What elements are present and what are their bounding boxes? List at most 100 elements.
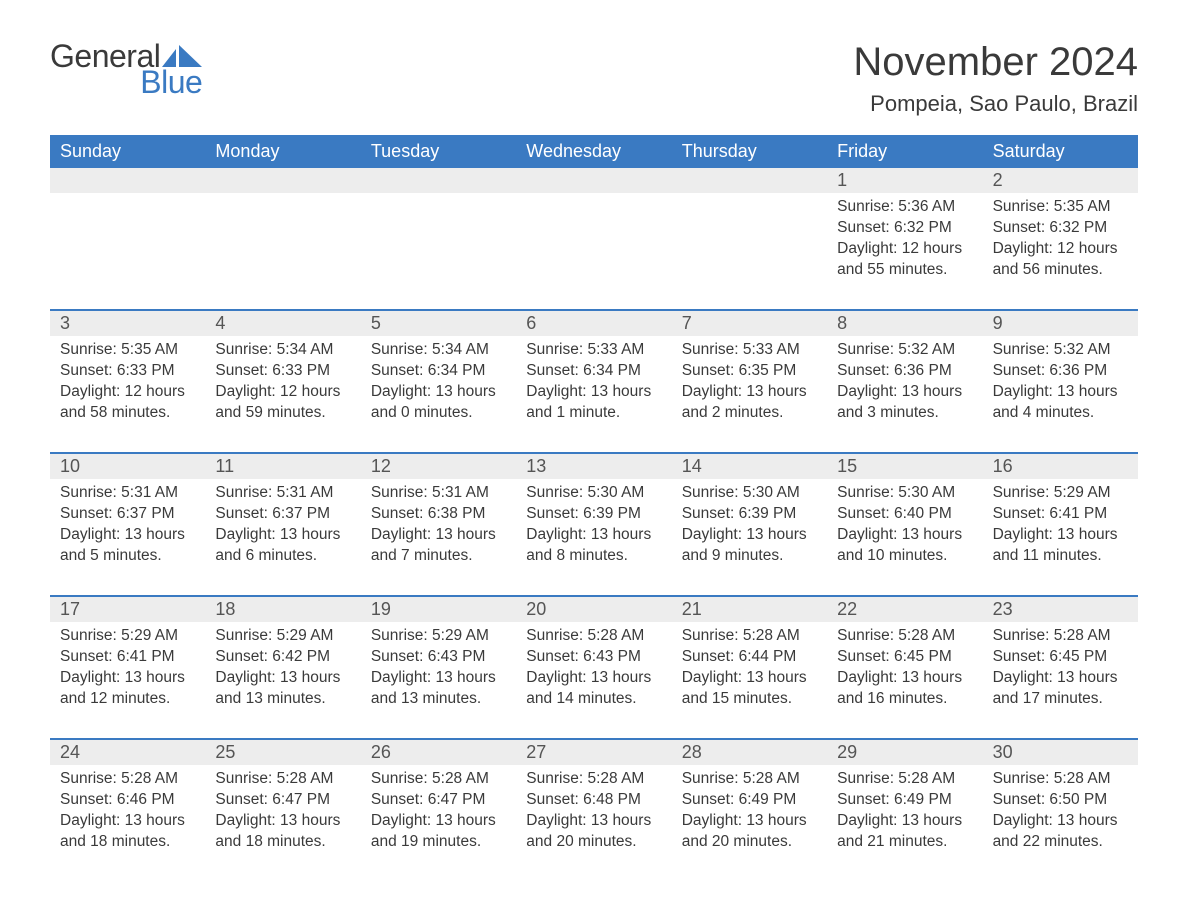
day-body: Sunrise: 5:28 AMSunset: 6:44 PMDaylight:… xyxy=(672,622,827,714)
sunset-line: Sunset: 6:36 PM xyxy=(837,361,972,382)
sunrise-line: Sunrise: 5:31 AM xyxy=(60,483,195,504)
day-body: Sunrise: 5:32 AMSunset: 6:36 PMDaylight:… xyxy=(827,336,982,428)
day-number: 7 xyxy=(672,311,827,336)
title-block: November 2024 Pompeia, Sao Paulo, Brazil xyxy=(853,40,1138,117)
day-number: 12 xyxy=(361,454,516,479)
sunset-line: Sunset: 6:34 PM xyxy=(526,361,661,382)
day-body: Sunrise: 5:30 AMSunset: 6:40 PMDaylight:… xyxy=(827,479,982,571)
day-number: 13 xyxy=(516,454,671,479)
day-number xyxy=(205,168,360,193)
sunset-line: Sunset: 6:45 PM xyxy=(993,647,1128,668)
day-body: Sunrise: 5:29 AMSunset: 6:41 PMDaylight:… xyxy=(50,622,205,714)
sunrise-line: Sunrise: 5:28 AM xyxy=(215,769,350,790)
day-body: Sunrise: 5:28 AMSunset: 6:49 PMDaylight:… xyxy=(827,765,982,857)
sunset-line: Sunset: 6:32 PM xyxy=(993,218,1128,239)
sunrise-line: Sunrise: 5:28 AM xyxy=(60,769,195,790)
sunset-line: Sunset: 6:37 PM xyxy=(215,504,350,525)
day-number: 9 xyxy=(983,311,1138,336)
daylight-line: Daylight: 13 hours and 15 minutes. xyxy=(682,668,817,710)
sunrise-line: Sunrise: 5:35 AM xyxy=(993,197,1128,218)
daylight-line: Daylight: 13 hours and 22 minutes. xyxy=(993,811,1128,853)
logo-word2: Blue xyxy=(128,66,202,98)
sunrise-line: Sunrise: 5:35 AM xyxy=(60,340,195,361)
day-body: Sunrise: 5:34 AMSunset: 6:34 PMDaylight:… xyxy=(361,336,516,428)
sunrise-line: Sunrise: 5:32 AM xyxy=(993,340,1128,361)
day-number: 2 xyxy=(983,168,1138,193)
day-number: 20 xyxy=(516,597,671,622)
daylight-line: Daylight: 13 hours and 18 minutes. xyxy=(215,811,350,853)
sunrise-line: Sunrise: 5:30 AM xyxy=(837,483,972,504)
sunrise-line: Sunrise: 5:28 AM xyxy=(682,769,817,790)
day-number: 18 xyxy=(205,597,360,622)
day-number: 30 xyxy=(983,740,1138,765)
daylight-line: Daylight: 13 hours and 16 minutes. xyxy=(837,668,972,710)
sunset-line: Sunset: 6:32 PM xyxy=(837,218,972,239)
dow-header: Friday xyxy=(827,135,982,168)
dow-header: Thursday xyxy=(672,135,827,168)
daylight-line: Daylight: 12 hours and 59 minutes. xyxy=(215,382,350,424)
sunset-line: Sunset: 6:43 PM xyxy=(526,647,661,668)
daylight-line: Daylight: 13 hours and 18 minutes. xyxy=(60,811,195,853)
sunset-line: Sunset: 6:36 PM xyxy=(993,361,1128,382)
daylight-line: Daylight: 13 hours and 17 minutes. xyxy=(993,668,1128,710)
sunset-line: Sunset: 6:39 PM xyxy=(682,504,817,525)
day-body: Sunrise: 5:30 AMSunset: 6:39 PMDaylight:… xyxy=(672,479,827,571)
day-number: 28 xyxy=(672,740,827,765)
day-number: 8 xyxy=(827,311,982,336)
daylight-line: Daylight: 12 hours and 55 minutes. xyxy=(837,239,972,281)
day-body: Sunrise: 5:28 AMSunset: 6:46 PMDaylight:… xyxy=(50,765,205,857)
sunset-line: Sunset: 6:40 PM xyxy=(837,504,972,525)
daylight-line: Daylight: 13 hours and 4 minutes. xyxy=(993,382,1128,424)
day-number xyxy=(361,168,516,193)
sunset-line: Sunset: 6:43 PM xyxy=(371,647,506,668)
day-number: 6 xyxy=(516,311,671,336)
sunset-line: Sunset: 6:49 PM xyxy=(682,790,817,811)
day-body xyxy=(205,193,360,285)
dow-header: Monday xyxy=(205,135,360,168)
sunset-line: Sunset: 6:45 PM xyxy=(837,647,972,668)
dow-header: Saturday xyxy=(983,135,1138,168)
day-body: Sunrise: 5:28 AMSunset: 6:49 PMDaylight:… xyxy=(672,765,827,857)
sunrise-line: Sunrise: 5:29 AM xyxy=(60,626,195,647)
day-body: Sunrise: 5:33 AMSunset: 6:35 PMDaylight:… xyxy=(672,336,827,428)
day-number: 3 xyxy=(50,311,205,336)
day-body: Sunrise: 5:35 AMSunset: 6:32 PMDaylight:… xyxy=(983,193,1138,285)
sunset-line: Sunset: 6:34 PM xyxy=(371,361,506,382)
day-number: 4 xyxy=(205,311,360,336)
daylight-line: Daylight: 13 hours and 13 minutes. xyxy=(215,668,350,710)
day-number: 17 xyxy=(50,597,205,622)
dow-header: Wednesday xyxy=(516,135,671,168)
day-body: Sunrise: 5:31 AMSunset: 6:38 PMDaylight:… xyxy=(361,479,516,571)
day-body: Sunrise: 5:29 AMSunset: 6:41 PMDaylight:… xyxy=(983,479,1138,571)
sunset-line: Sunset: 6:37 PM xyxy=(60,504,195,525)
daylight-line: Daylight: 13 hours and 20 minutes. xyxy=(526,811,661,853)
day-number: 10 xyxy=(50,454,205,479)
day-body xyxy=(50,193,205,285)
sunrise-line: Sunrise: 5:28 AM xyxy=(837,626,972,647)
day-number: 29 xyxy=(827,740,982,765)
daylight-line: Daylight: 13 hours and 7 minutes. xyxy=(371,525,506,567)
day-number: 15 xyxy=(827,454,982,479)
sunset-line: Sunset: 6:49 PM xyxy=(837,790,972,811)
sunrise-line: Sunrise: 5:33 AM xyxy=(526,340,661,361)
day-body: Sunrise: 5:31 AMSunset: 6:37 PMDaylight:… xyxy=(50,479,205,571)
sunrise-line: Sunrise: 5:28 AM xyxy=(993,626,1128,647)
day-number: 14 xyxy=(672,454,827,479)
sunset-line: Sunset: 6:39 PM xyxy=(526,504,661,525)
day-number: 24 xyxy=(50,740,205,765)
day-body: Sunrise: 5:28 AMSunset: 6:45 PMDaylight:… xyxy=(983,622,1138,714)
day-body: Sunrise: 5:28 AMSunset: 6:43 PMDaylight:… xyxy=(516,622,671,714)
day-body: Sunrise: 5:28 AMSunset: 6:45 PMDaylight:… xyxy=(827,622,982,714)
sunrise-line: Sunrise: 5:34 AM xyxy=(215,340,350,361)
day-number: 25 xyxy=(205,740,360,765)
daylight-line: Daylight: 13 hours and 0 minutes. xyxy=(371,382,506,424)
day-number: 22 xyxy=(827,597,982,622)
sunset-line: Sunset: 6:33 PM xyxy=(215,361,350,382)
day-number: 27 xyxy=(516,740,671,765)
daylight-line: Daylight: 13 hours and 8 minutes. xyxy=(526,525,661,567)
daylight-line: Daylight: 13 hours and 19 minutes. xyxy=(371,811,506,853)
location: Pompeia, Sao Paulo, Brazil xyxy=(853,91,1138,117)
sunset-line: Sunset: 6:38 PM xyxy=(371,504,506,525)
day-number: 23 xyxy=(983,597,1138,622)
day-body: Sunrise: 5:31 AMSunset: 6:37 PMDaylight:… xyxy=(205,479,360,571)
